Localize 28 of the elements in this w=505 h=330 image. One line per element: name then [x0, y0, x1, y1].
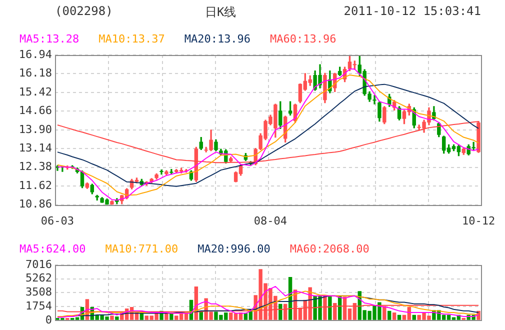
- y-tick-label: 1754: [26, 299, 52, 312]
- y-tick-label: 11.62: [18, 178, 52, 192]
- y-tick-label: 10.86: [18, 198, 52, 211]
- text: MA5:13.28: [20, 32, 80, 46]
- y-tick-label: 0: [45, 313, 52, 326]
- chart-title: (002298): [55, 4, 113, 18]
- y-tick-label: 7016: [26, 258, 52, 271]
- chart-subtitle: 日K线: [205, 4, 236, 21]
- x-tick-label: 10-12: [462, 214, 496, 228]
- text: MA20:996.00: [198, 242, 270, 256]
- text: MA20:13.96: [184, 32, 251, 46]
- y-tick-label: 5262: [26, 272, 52, 285]
- text: MA5:624.00: [20, 242, 86, 256]
- text: 2011-10-12 15:03:41: [344, 4, 481, 18]
- text: MA60:2068.00: [290, 242, 370, 256]
- y-tick-label: 14.66: [18, 104, 52, 118]
- y-tick-label: 13.14: [18, 141, 52, 154]
- y-tick-label: 3508: [26, 286, 52, 299]
- text: MA60:13.96: [270, 32, 336, 46]
- x-tick-label: 08-04: [254, 214, 288, 228]
- y-tick-label: 13.90: [18, 122, 52, 136]
- text: MA10:13.37: [98, 32, 165, 46]
- x-tick-label: 06-03: [40, 214, 74, 228]
- y-tick-label: 15.42: [18, 85, 52, 98]
- y-tick-label: 16.18: [18, 66, 52, 80]
- y-tick-label: 16.94: [18, 48, 52, 61]
- text: MA10:771.00: [105, 242, 178, 256]
- y-tick-label: 12.38: [18, 160, 52, 174]
